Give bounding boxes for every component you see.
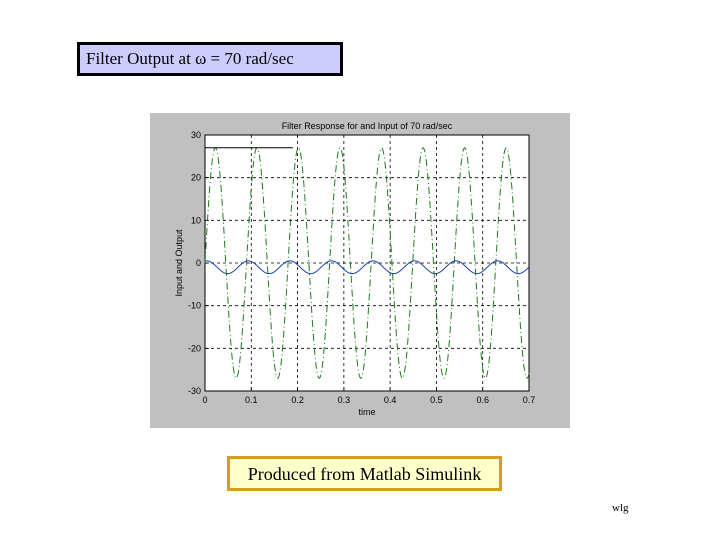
plot-svg: 0 0.1 0.2 0.3 0.4 0.5 0.6 0.7 30 20 10 0 -10 -20 -30 F… [150, 113, 570, 428]
chart-title: Filter Response for and Input of 70 rad/… [282, 121, 453, 131]
y-tick-label: -10 [188, 301, 201, 311]
x-tick-label: 0.1 [245, 395, 258, 405]
x-tick-label: 0.2 [291, 395, 304, 405]
x-tick-label: 0.6 [476, 395, 489, 405]
y-tick-label: 0 [196, 258, 201, 268]
y-tick-label: -20 [188, 343, 201, 353]
grid-lines [204, 134, 530, 392]
series-lines [204, 147, 530, 379]
y-tick-label: -30 [188, 386, 201, 396]
series-line [204, 260, 530, 275]
x-tick-label: 0.7 [523, 395, 536, 405]
caption-box: Produced from Matlab Simulink [227, 456, 502, 491]
x-tick-label: 0.4 [384, 395, 397, 405]
slide-title: Filter Output at ω = 70 rad/sec [77, 42, 343, 76]
x-tick-label: 0.3 [338, 395, 351, 405]
plot-figure: 0 0.1 0.2 0.3 0.4 0.5 0.6 0.7 30 20 10 0 -10 -20 -30 F… [150, 113, 570, 428]
x-tick-label: 0 [202, 395, 207, 405]
y-tick-label: 20 [191, 173, 201, 183]
tick-labels: 0 0.1 0.2 0.3 0.4 0.5 0.6 0.7 30 20 10 0 -10 -20 -30 [188, 130, 535, 405]
x-tick-label: 0.5 [430, 395, 443, 405]
y-tick-label: 30 [191, 130, 201, 140]
y-axis-label: Input and Output [174, 229, 184, 297]
author-initials: wlg [612, 502, 629, 514]
y-tick-label: 10 [191, 215, 201, 225]
x-axis-label: time [358, 407, 375, 417]
